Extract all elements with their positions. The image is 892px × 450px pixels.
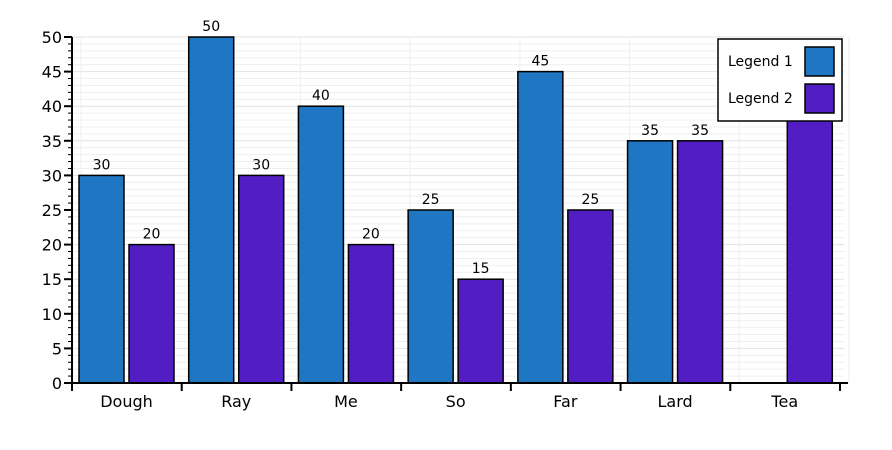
- bar-legend-1-so: [407, 209, 454, 384]
- bar-legend-1-far: [517, 70, 564, 384]
- bar-legend-1-ray: [187, 36, 235, 384]
- data-labels: 30 50 40 25 45 35 20 30 20 15 25 35: [93, 19, 709, 277]
- bar-legend-2-tea: [786, 105, 834, 384]
- y-tick-label: 20: [42, 236, 62, 255]
- y-tick-label: 15: [42, 270, 62, 289]
- legend-swatch: [804, 83, 835, 114]
- data-label: 15: [472, 261, 490, 277]
- bar-legend-2-dough: [128, 243, 175, 384]
- data-label: 35: [691, 123, 709, 139]
- data-label: 50: [202, 19, 220, 35]
- y-tick-label: 35: [42, 132, 62, 151]
- x-tick-label: Lard: [657, 392, 692, 411]
- bar-legend-2-me: [347, 243, 395, 384]
- data-label: 30: [252, 157, 270, 173]
- bar-legend-2-lard: [676, 140, 724, 384]
- data-label: 45: [531, 54, 549, 70]
- data-label: 20: [362, 227, 380, 243]
- x-tick-label: Far: [553, 392, 578, 411]
- y-tick-label: 25: [42, 201, 62, 220]
- data-label: 20: [143, 227, 161, 243]
- data-label: 25: [581, 192, 599, 208]
- legend-label: Legend 2: [728, 91, 793, 107]
- axes: 0 5 10 15 20 25 30 35 40 45 50 Dough Ray Me So Far Lard T…: [42, 28, 848, 411]
- bar-legend-2-ray: [237, 174, 285, 384]
- data-label: 40: [312, 88, 330, 104]
- legend-label: Legend 1: [728, 54, 793, 70]
- x-tick-label: So: [446, 392, 466, 411]
- y-tick-label: 30: [42, 166, 62, 185]
- y-tick-label: 40: [42, 97, 62, 116]
- data-label: 25: [422, 192, 440, 208]
- x-tick-label: Dough: [100, 392, 153, 411]
- y-tick-label: 0: [52, 374, 62, 393]
- y-tick-label: 5: [52, 339, 62, 358]
- bar-legend-1-dough: [78, 174, 125, 384]
- data-label: 35: [641, 123, 659, 139]
- data-label: 30: [93, 157, 111, 173]
- y-tick-label: 50: [42, 28, 62, 47]
- bar-legend-1-lard: [626, 140, 674, 384]
- y-tick-label: 45: [42, 63, 62, 82]
- bars: [78, 36, 834, 384]
- bar-legend-1-me: [297, 105, 345, 384]
- legend: Legend 1 Legend 2: [717, 38, 843, 122]
- legend-swatch: [804, 46, 835, 77]
- bar-legend-2-so: [457, 278, 504, 384]
- y-tick-label: 10: [42, 305, 62, 324]
- bar-legend-2-far: [567, 209, 614, 384]
- x-tick-label: Me: [334, 392, 358, 411]
- x-tick-label: Tea: [770, 392, 798, 411]
- x-tick-label: Ray: [221, 392, 251, 411]
